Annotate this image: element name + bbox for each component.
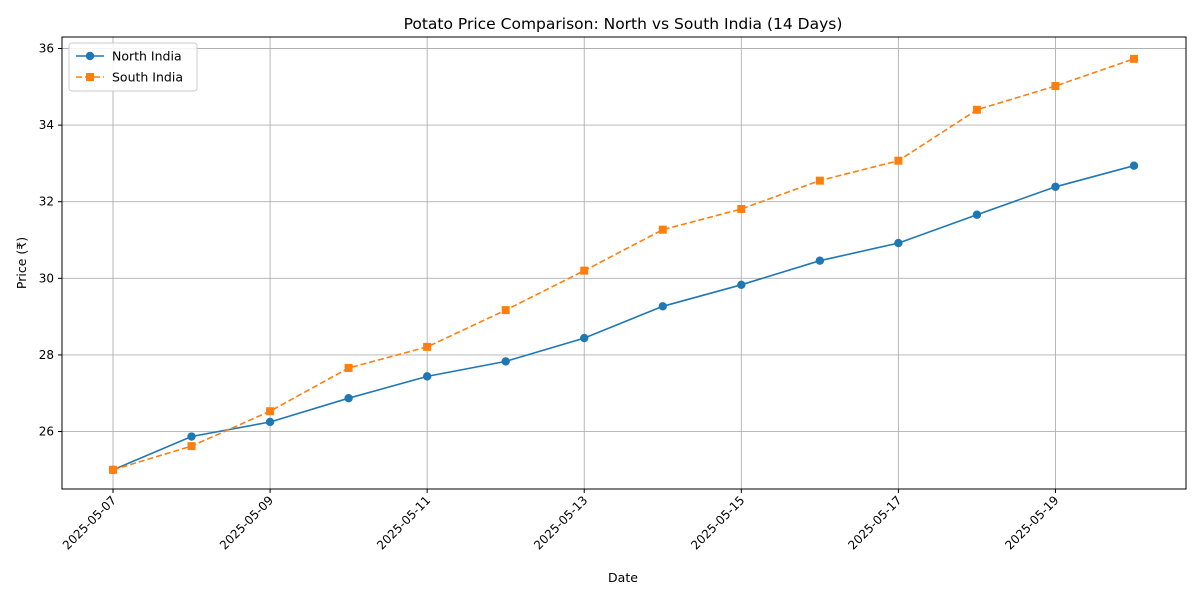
south-india-point [658,225,667,234]
north-india-point [815,256,825,265]
north-india-point [344,394,353,403]
legend-box [68,42,198,92]
x-axis-label: Date [608,570,638,585]
north-india-point [187,432,196,441]
north-india-point [1129,161,1139,170]
x-tick-label: 2025-05-19 [1002,493,1061,552]
north-india-point [972,210,982,219]
north-india-line [112,164,1135,471]
x-tick-label: 2025-05-11 [374,493,433,552]
y-axis: 26 28 30 32 34 36 [39,41,62,439]
south-india-point [423,342,432,351]
north-india-point [894,238,903,248]
plot-area-frame [61,36,1187,490]
y-tick-label: 28 [39,348,54,362]
legend-label-north-india: North India [112,49,182,64]
legend-marker-north-india [85,51,95,61]
x-tick-label: 2025-05-07 [60,493,119,552]
y-tick-label: 30 [39,271,54,285]
y-tick-label: 26 [39,425,54,439]
south-india-point [972,105,981,114]
x-axis: 2025-05-07 2025-05-09 2025-05-11 2025-05-13… [60,489,1062,552]
legend-label-south-india: South India [112,70,183,85]
north-india-point [580,333,589,343]
x-tick-label: 2025-05-17 [845,493,904,552]
y-axis-label: Price (₹) [14,237,29,289]
north-india-point [265,417,275,427]
south-india-point [580,266,589,275]
x-tick-label: 2025-05-13 [531,493,590,552]
y-tick-label: 36 [39,41,54,55]
south-india-point [501,306,510,315]
y-tick-label: 32 [39,195,54,209]
grid-lines [62,37,1186,489]
north-india-point [422,372,432,381]
south-india-point [109,465,117,474]
south-india-point [187,442,196,451]
south-india-point [815,176,824,185]
south-india-line [112,58,1135,471]
south-india-point [1130,54,1138,63]
south-india-point [344,363,353,372]
north-india-point [737,280,746,290]
legend: North India South India [68,42,198,92]
series-layer [108,54,1139,475]
north-india-point [1051,182,1060,191]
y-tick-label: 34 [39,118,54,132]
south-india-point [266,407,275,416]
x-tick-label: 2025-05-15 [688,493,747,552]
chart-title: Potato Price Comparison: North vs South … [404,15,843,33]
north-india-point [658,302,667,311]
south-india-point [1051,82,1060,91]
x-tick-label: 2025-05-09 [217,493,276,552]
legend-marker-south-india [86,73,94,81]
north-india-point [501,357,510,366]
south-india-point [737,204,746,213]
south-india-point [894,156,903,165]
